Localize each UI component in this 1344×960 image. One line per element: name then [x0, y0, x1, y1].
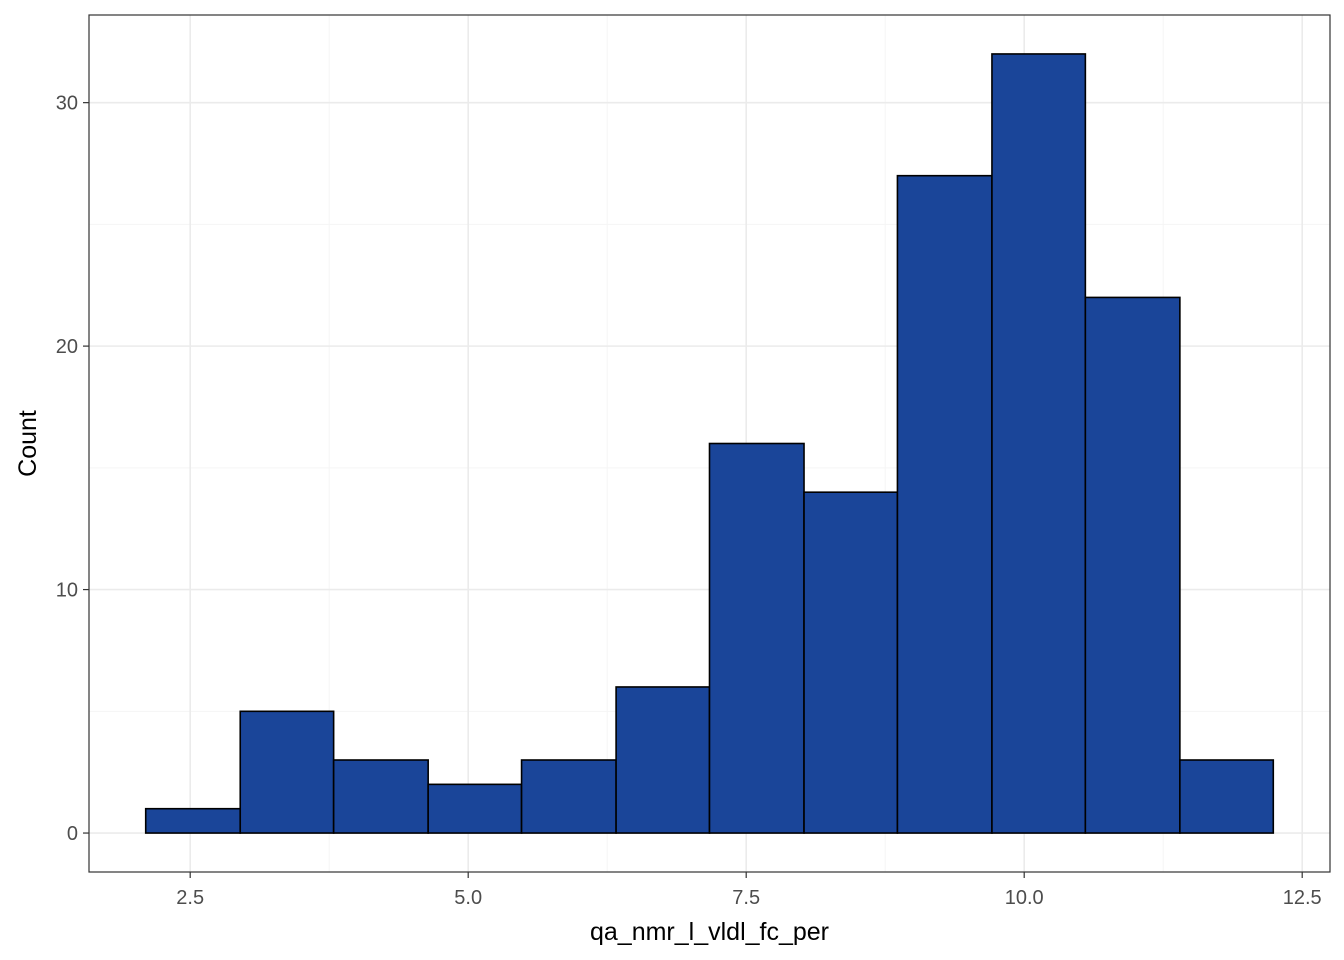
y-tick-label: 0: [67, 823, 78, 845]
x-axis-title: qa_nmr_l_vldl_fc_per: [590, 918, 829, 946]
x-axis: 2.5 5.0 7.5 10.0 12.5: [176, 872, 1322, 909]
y-tick-label: 30: [56, 93, 78, 115]
y-axis-title: Count: [14, 410, 42, 477]
histogram-bar: [239, 710, 335, 834]
x-tick-label: 5.0: [454, 887, 482, 909]
x-tick-label: 10.0: [1005, 887, 1044, 909]
histogram-bar: [144, 807, 242, 834]
histogram-bar: [520, 759, 617, 834]
y-tick-label: 20: [56, 336, 78, 358]
histogram-bar: [1179, 759, 1275, 834]
x-tick-label: 12.5: [1283, 887, 1322, 909]
histogram-bar: [615, 686, 711, 834]
histogram-bar: [1084, 296, 1181, 834]
histogram-bar: [708, 442, 805, 834]
panel-border: [88, 14, 1331, 873]
histogram-bar: [991, 53, 1087, 834]
y-axis: 0 10 20 30: [56, 93, 89, 845]
x-tick-label: 7.5: [732, 887, 760, 909]
y-tick-label: 10: [56, 580, 78, 602]
bars: [144, 53, 1275, 834]
histogram-bar: [896, 174, 993, 834]
x-tick-label: 2.5: [176, 887, 204, 909]
histogram-bar: [427, 783, 523, 834]
histogram-bar: [332, 759, 429, 834]
histogram-bar: [803, 491, 899, 834]
